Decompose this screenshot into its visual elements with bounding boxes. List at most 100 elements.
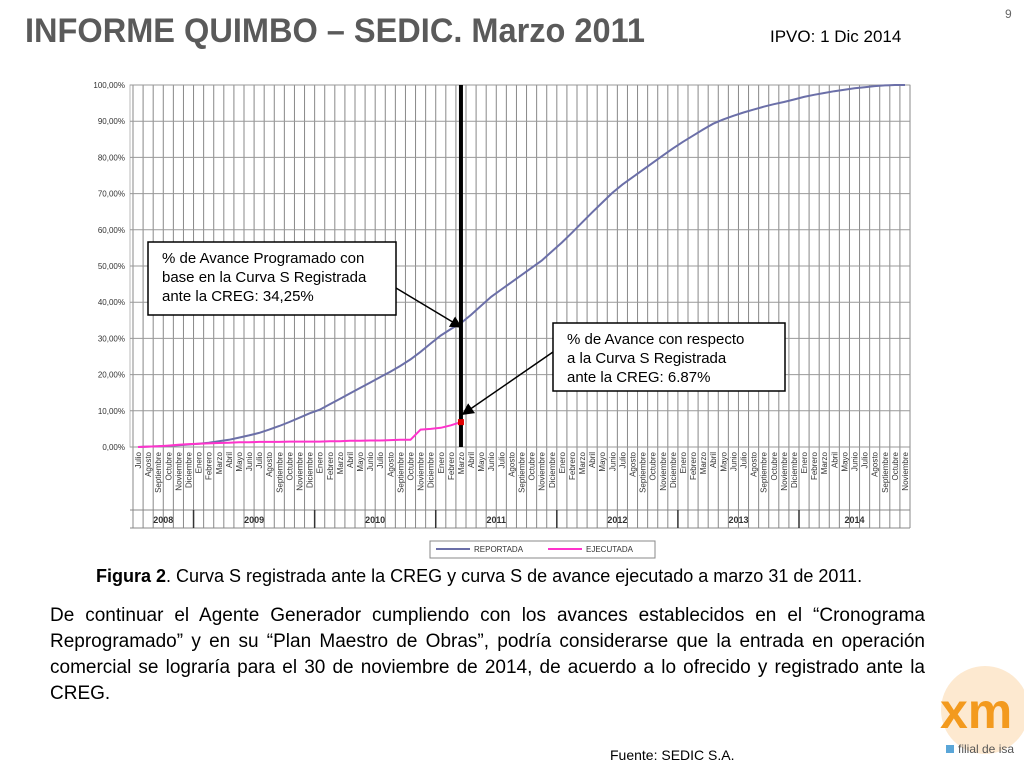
x-tick-label: Julio bbox=[497, 451, 506, 468]
x-tick-label: Junio bbox=[729, 451, 738, 471]
y-tick-label: 30,00% bbox=[98, 334, 125, 343]
y-tick-label: 50,00% bbox=[98, 262, 125, 271]
x-tick-label: Mayo bbox=[235, 451, 244, 471]
x-tick-label: Agosto bbox=[144, 451, 153, 476]
paragraph: De continuar el Agente Generador cumplie… bbox=[50, 605, 925, 704]
x-tick-label: Octubre bbox=[285, 451, 294, 480]
x-tick-label: Abril bbox=[467, 452, 476, 468]
y-tick-label: 60,00% bbox=[98, 226, 125, 235]
x-tick-label: Diciembre bbox=[548, 451, 557, 488]
x-tick-label: Octubre bbox=[770, 451, 779, 480]
year-label: 2012 bbox=[607, 515, 627, 525]
x-tick-label: Septiembre bbox=[518, 451, 527, 492]
year-label: 2009 bbox=[244, 515, 264, 525]
y-tick-label: 80,00% bbox=[98, 153, 125, 162]
x-tick-label: Marzo bbox=[578, 451, 587, 474]
legend-label: EJECUTADA bbox=[586, 545, 634, 554]
x-tick-label: Diciembre bbox=[306, 451, 315, 488]
year-label: 2011 bbox=[487, 515, 507, 525]
year-label: 2010 bbox=[365, 515, 385, 525]
x-tick-label: Septiembre bbox=[760, 451, 769, 492]
series-line bbox=[137, 421, 462, 448]
annotation-text: % de Avance Programado con bbox=[162, 250, 364, 267]
slide-title: INFORME QUIMBO – SEDIC. Marzo 2011 bbox=[25, 12, 645, 50]
x-tick-label: Septiembre bbox=[639, 451, 648, 492]
x-tick-label: Octubre bbox=[528, 451, 537, 480]
logo-square bbox=[946, 745, 954, 753]
x-tick-label: Octubre bbox=[407, 451, 416, 480]
x-tick-label: Noviembre bbox=[780, 451, 789, 490]
logo-text: xm bbox=[940, 683, 1012, 739]
legend-label: REPORTADA bbox=[474, 545, 524, 554]
annotation-text: base en la Curva S Registrada bbox=[162, 269, 367, 286]
y-tick-label: 70,00% bbox=[98, 190, 125, 199]
x-tick-label: Agosto bbox=[265, 451, 274, 476]
x-tick-label: Junio bbox=[851, 451, 860, 471]
y-tick-label: 0,00% bbox=[102, 443, 125, 452]
x-tick-label: Abril bbox=[225, 452, 234, 468]
x-tick-label: Julio bbox=[376, 451, 385, 468]
x-tick-label: Octubre bbox=[164, 451, 173, 480]
x-tick-label: Junio bbox=[366, 451, 375, 471]
x-tick-label: Mayo bbox=[840, 451, 849, 471]
year-label: 2008 bbox=[153, 515, 173, 525]
y-tick-label: 90,00% bbox=[98, 117, 125, 126]
x-tick-label: Enero bbox=[316, 451, 325, 473]
x-tick-label: Noviembre bbox=[174, 451, 183, 490]
x-tick-label: Agosto bbox=[386, 451, 395, 476]
logo-bg bbox=[941, 666, 1024, 754]
annotation-text: a la Curva S Registrada bbox=[567, 350, 727, 367]
x-tick-label: Noviembre bbox=[901, 451, 910, 490]
x-tick-label: Marzo bbox=[457, 451, 466, 474]
legend-box bbox=[429, 540, 656, 559]
x-tick-label: Julio bbox=[255, 451, 264, 468]
x-tick-label: Abril bbox=[346, 452, 355, 468]
x-tick-label: Agosto bbox=[507, 451, 516, 476]
date-note: IPVO: 1 Dic 2014 bbox=[770, 27, 901, 46]
x-tick-label: Octubre bbox=[649, 451, 658, 480]
x-tick-label: Febrero bbox=[810, 451, 819, 480]
annotation-text: ante la CREG: 6.87% bbox=[567, 369, 710, 386]
y-tick-label: 100,00% bbox=[93, 81, 125, 90]
series-line bbox=[137, 84, 905, 448]
x-tick-label: Enero bbox=[800, 451, 809, 473]
logo-tagline: filial de isa bbox=[958, 742, 1014, 756]
x-tick-label: Julio bbox=[740, 451, 749, 468]
annotation-box bbox=[552, 322, 786, 392]
x-tick-label: Diciembre bbox=[790, 451, 799, 488]
x-tick-label: Septiembre bbox=[275, 451, 284, 492]
x-tick-label: Febrero bbox=[568, 451, 577, 480]
x-tick-label: Diciembre bbox=[427, 451, 436, 488]
x-tick-label: Octubre bbox=[891, 451, 900, 480]
x-tick-label: Septiembre bbox=[396, 451, 405, 492]
x-tick-label: Diciembre bbox=[185, 451, 194, 488]
x-tick-label: Marzo bbox=[820, 451, 829, 474]
y-tick-label: 10,00% bbox=[98, 407, 125, 416]
caption-label: Figura 2 bbox=[96, 566, 166, 586]
x-tick-label: Julio bbox=[134, 451, 143, 468]
x-tick-label: Noviembre bbox=[538, 451, 547, 490]
x-tick-label: Enero bbox=[679, 451, 688, 473]
logo: xm filial de isa bbox=[940, 666, 1024, 756]
cutoff-point bbox=[457, 419, 464, 426]
x-tick-label: Noviembre bbox=[296, 451, 305, 490]
x-tick-label: Abril bbox=[588, 452, 597, 468]
x-tick-label: Junio bbox=[608, 451, 617, 471]
x-tick-label: Julio bbox=[861, 451, 870, 468]
annotation-text: % de Avance con respecto bbox=[567, 331, 744, 348]
annotation-arrow bbox=[395, 287, 463, 328]
x-tick-label: Abril bbox=[709, 452, 718, 468]
x-tick-label: Agosto bbox=[750, 451, 759, 476]
x-tick-label: Junio bbox=[245, 451, 254, 471]
x-tick-label: Septiembre bbox=[881, 451, 890, 492]
annotation-arrow bbox=[461, 351, 554, 415]
x-tick-label: Julio bbox=[618, 451, 627, 468]
x-tick-label: Enero bbox=[558, 451, 567, 473]
x-tick-label: Enero bbox=[437, 451, 446, 473]
x-tick-label: Junio bbox=[487, 451, 496, 471]
x-tick-label: Mayo bbox=[477, 451, 486, 471]
x-tick-label: Marzo bbox=[215, 451, 224, 474]
x-tick-label: Mayo bbox=[598, 451, 607, 471]
x-tick-label: Septiembre bbox=[154, 451, 163, 492]
